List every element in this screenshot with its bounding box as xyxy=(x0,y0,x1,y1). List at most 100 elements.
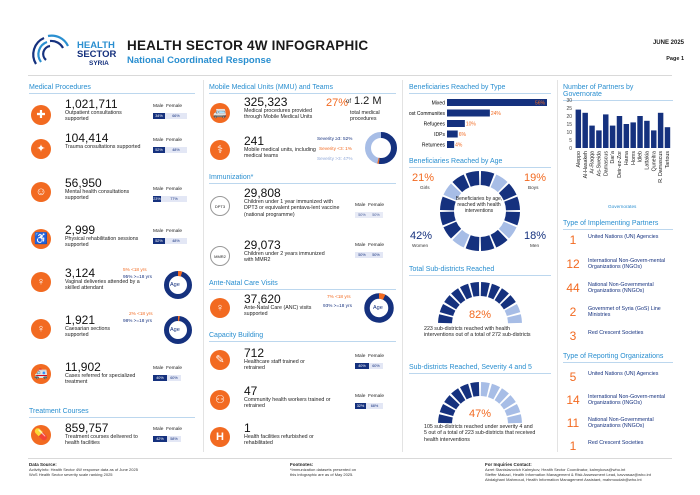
dpt3-icon: DPT3 xyxy=(210,196,230,216)
gauge-segment xyxy=(470,282,480,297)
x-tick-label: Ar-Raqqa xyxy=(590,151,596,174)
age-segment xyxy=(504,196,520,211)
gauge-segment xyxy=(444,295,460,310)
mobile-unit-icon: 🚐 xyxy=(210,103,230,123)
x-tick-label: Homs xyxy=(631,151,637,165)
gender-bar: 50% 50% xyxy=(355,212,383,218)
age-segment xyxy=(440,196,456,211)
org-count: 5 xyxy=(569,370,577,384)
org-count: 2 xyxy=(569,305,577,319)
age-segment xyxy=(443,221,462,239)
partner-bar xyxy=(575,109,582,148)
org-type-label: National Non-Governmental Organizations … xyxy=(588,417,654,430)
pill-icon: 💊 xyxy=(31,425,51,445)
partner-bar xyxy=(582,112,588,148)
partner-bar xyxy=(603,114,609,148)
org-count: 1 xyxy=(569,439,577,453)
type-value: 6% xyxy=(459,132,467,138)
type-value: 4% xyxy=(455,143,463,149)
medical-item-vaginal-deliveries: ♀ 3,124 Vaginal deliveries attended by a… xyxy=(29,266,199,306)
org-type-item: 5 United Nations (UN) Agencies xyxy=(563,370,675,393)
page-subtitle: National Coordinated Response xyxy=(127,55,272,66)
age-segment xyxy=(465,171,480,187)
section-title-treatment: Treatment Courses xyxy=(29,408,195,418)
type-value: 10% xyxy=(466,122,477,128)
partner-bar xyxy=(609,125,616,148)
y-tick-label: 5 xyxy=(569,138,572,144)
x-tick-label: As-Sweida xyxy=(597,151,603,176)
community-health-icon: ⚇ xyxy=(210,390,230,410)
org-type-label: United Nations (UN) Agencies xyxy=(588,234,659,240)
gender-bar: 40% 60% xyxy=(153,375,181,381)
footer-divider xyxy=(28,458,672,459)
type-bar xyxy=(447,99,547,106)
section-title-medical: Medical Procedures xyxy=(29,84,195,94)
section-title-beneficiaries-type: Beneficiaries Reached by Type xyxy=(409,84,551,94)
gauge-segment xyxy=(451,288,466,304)
report-date: JUNE 2025 xyxy=(652,40,684,46)
severity-gauge xyxy=(438,382,522,424)
gauge-segment xyxy=(494,388,509,404)
gauge-segment xyxy=(439,403,456,417)
anc-icon: ♀ xyxy=(210,298,230,318)
x-tick-label: Idleb xyxy=(638,151,644,163)
gauge-segment xyxy=(504,403,521,417)
section-title-reporting: Type of Reporting Organizations xyxy=(563,353,673,363)
section-title-partners: Number of Partners by Governorate xyxy=(563,84,673,101)
gauge-segment xyxy=(459,283,473,300)
gauge-segment xyxy=(487,283,501,300)
pregnancy-icon: ♀ xyxy=(31,272,51,292)
age-segment xyxy=(490,174,508,193)
gauge-segment xyxy=(487,383,501,400)
partner-bar xyxy=(644,120,650,148)
gauge-segment xyxy=(451,388,466,404)
age-segment xyxy=(452,229,470,248)
org-count: 12 xyxy=(566,257,580,271)
gauge-segment xyxy=(494,288,509,304)
partner-bar xyxy=(651,130,657,148)
age-segment xyxy=(490,229,508,248)
org-type-item: 11 National Non-Governmental Organization… xyxy=(563,416,675,439)
mmr2-icon: MMR2 xyxy=(210,246,230,266)
org-type-label: Red Crescent Societies xyxy=(588,330,644,336)
age-segment xyxy=(480,171,495,187)
gender-bar: 42% 58% xyxy=(153,436,181,442)
y-tick-label: 20 xyxy=(566,114,572,120)
health-sector-logo-icon xyxy=(32,34,69,65)
gauge-segment xyxy=(439,303,456,317)
type-bar xyxy=(447,141,455,148)
age-segment xyxy=(440,211,456,226)
org-type-item: 2 Governmet of Syria (GoS) Line Ministrie… xyxy=(563,305,675,329)
age-segment xyxy=(498,221,517,239)
column-divider xyxy=(203,80,204,452)
org-type-item: 44 National Non-Governmental Organization… xyxy=(563,281,675,305)
gauge-segment xyxy=(504,303,521,317)
gauge-segment xyxy=(444,395,460,410)
outpatient-icon: ✚ xyxy=(31,105,51,125)
gauge-segment xyxy=(507,314,522,324)
age-donut-vaginal xyxy=(164,271,192,299)
footer-data-source: Data Source: ActivityInfo: Health Sector… xyxy=(29,462,138,477)
section-title-subdistricts-severity: Sub-districts Reached, Severity 4 and 5 xyxy=(409,364,551,374)
type-label: Host Communites xyxy=(409,111,445,117)
footer-footnotes: Footnotes: *Immunization datasets presen… xyxy=(290,462,357,477)
org-type-item: 14 International Non-Govern-mental Organi… xyxy=(563,393,675,416)
header-divider xyxy=(28,75,672,76)
org-type-label: Governmet of Syria (GoS) Line Ministries xyxy=(588,306,661,319)
partner-bar xyxy=(630,122,636,148)
org-count: 1 xyxy=(569,233,577,247)
gauge-segment xyxy=(480,282,490,297)
type-label: Mixed xyxy=(432,101,446,107)
org-count: 3 xyxy=(569,329,577,343)
org-type-item: 12 International Non-Govern-mental Organi… xyxy=(563,257,675,281)
partner-bar xyxy=(657,112,664,148)
age-segment xyxy=(443,183,462,201)
type-label: IDPs xyxy=(434,132,445,138)
x-tick-label: Damascus xyxy=(603,151,609,176)
section-title-beneficiaries-age: Beneficiaries Reached by Age xyxy=(409,158,551,168)
training-icon: ✎ xyxy=(210,350,230,370)
x-tick-label: Deir-ez-Zor xyxy=(617,151,623,178)
hospital-icon: H xyxy=(210,427,230,447)
y-tick-label: 25 xyxy=(566,106,572,112)
page-title: HEALTH SECTOR 4W INFOGRAPHIC xyxy=(127,38,369,53)
